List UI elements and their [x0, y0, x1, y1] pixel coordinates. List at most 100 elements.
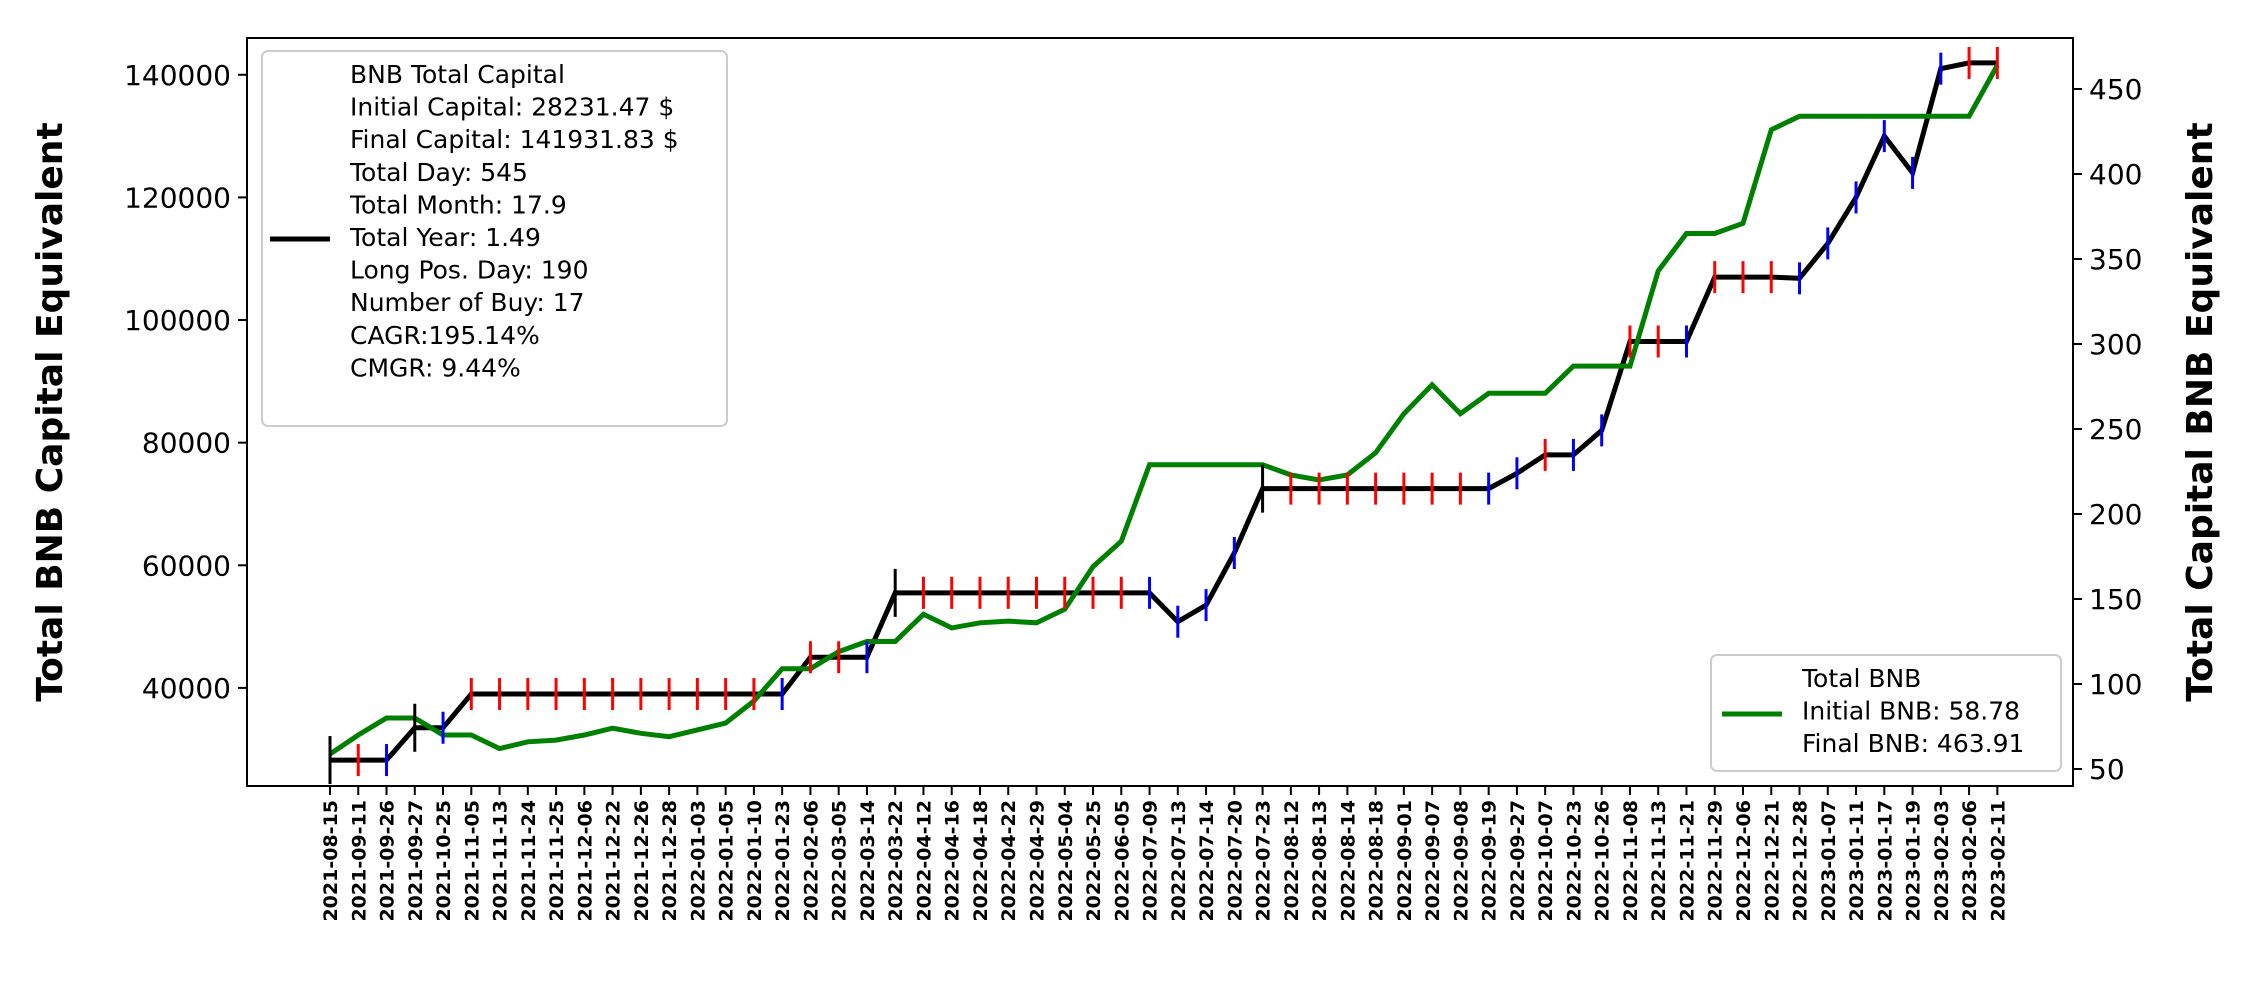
x-tick-label: 2022-06-05 [1111, 800, 1133, 922]
x-tick-label: 2021-09-27 [405, 800, 427, 922]
x-tick-label: 2021-09-26 [377, 800, 399, 922]
x-tick-label: 2022-10-07 [1535, 800, 1557, 922]
legend-capital-line: CMGR: 9.44% [350, 353, 521, 382]
x-tick-label: 2021-08-15 [320, 800, 342, 922]
left-tick-label: 60000 [142, 549, 231, 582]
x-tick-label: 2023-01-17 [1874, 800, 1896, 922]
legend-capital-line: Total Year: 1.49 [349, 223, 541, 252]
x-tick-label: 2023-02-03 [1931, 800, 1953, 922]
x-tick-label: 2022-12-06 [1733, 800, 1755, 922]
right-tick-label: 350 [2089, 243, 2142, 276]
legend-bnb-box [1710, 654, 2062, 772]
x-tick-label: 2021-11-05 [461, 800, 483, 922]
x-tick-label: 2023-02-11 [1987, 800, 2009, 922]
x-tick-label: 2022-03-22 [885, 800, 907, 922]
x-tick-label: 2022-05-04 [1055, 800, 1077, 922]
legend-bnb-line: Final BNB: 463.91 [1802, 729, 2024, 758]
legend-bnb: Total BNB Initial BNB: 58.78 Final BNB: 46… [1710, 654, 2062, 772]
legend-bnb-title: Total BNB [1801, 664, 1921, 693]
x-tick-label: 2022-09-01 [1394, 800, 1416, 922]
x-tick-label: 2022-03-05 [829, 800, 851, 922]
x-tick-label: 2022-01-10 [744, 800, 766, 922]
legend-capital-line: Total Day: 545 [349, 158, 528, 187]
x-tick-label: 2022-11-21 [1676, 800, 1698, 922]
x-tick-label: 2022-01-05 [716, 800, 738, 922]
x-tick-label: 2022-11-13 [1648, 800, 1670, 922]
left-tick-label: 40000 [142, 672, 231, 705]
x-tick-label: 2022-05-25 [1083, 800, 1105, 922]
x-tick-label: 2022-07-23 [1253, 800, 1275, 922]
right-tick-label: 400 [2089, 158, 2142, 191]
x-tick-label: 2022-01-23 [772, 800, 794, 922]
total-capital-line [330, 60, 1998, 763]
x-tick-label: 2022-04-29 [1027, 800, 1049, 922]
left-tick-label: 120000 [124, 181, 231, 214]
x-tick-label: 2022-03-14 [857, 800, 879, 922]
legend-capital-line: Initial Capital: 28231.47 $ [350, 93, 674, 122]
left-tick-label: 100000 [124, 304, 231, 337]
x-tick-label: 2021-11-13 [490, 800, 512, 922]
x-tick-label: 2021-09-11 [348, 800, 370, 922]
right-tick-label: 450 [2089, 73, 2142, 106]
total-bnb-line [328, 64, 2000, 757]
left-tick-label: 80000 [142, 427, 231, 460]
x-tick-label: 2021-12-22 [603, 800, 625, 922]
x-tick-label: 2021-12-28 [659, 800, 681, 922]
legend-capital-line: Long Pos. Day: 190 [350, 256, 588, 285]
legend-capital-box [261, 50, 728, 427]
x-tick-label: 2023-02-06 [1959, 800, 1981, 922]
left-tick-label: 140000 [124, 59, 231, 92]
legend-capital-line: Number of Buy: 17 [350, 288, 585, 317]
x-tick-label: 2022-10-23 [1563, 800, 1585, 922]
x-tick-label: 2022-04-16 [942, 800, 964, 922]
x-tick-label: 2022-07-09 [1140, 800, 1162, 922]
x-tick-label: 2022-09-08 [1450, 800, 1472, 922]
x-tick-label: 2022-08-14 [1337, 800, 1359, 922]
x-tick-label: 2023-01-19 [1903, 800, 1925, 922]
legend-bnb-line: Initial BNB: 58.78 [1802, 697, 2020, 726]
x-tick-label: 2022-11-29 [1705, 800, 1727, 922]
x-tick-label: 2021-10-25 [433, 800, 455, 922]
legend-capital: BNB Total Capital Initial Capital: 28231.… [261, 50, 728, 427]
x-tick-label: 2022-10-26 [1592, 800, 1614, 922]
x-tick-label: 2023-01-11 [1846, 800, 1868, 922]
legend-capital-line: CAGR:195.14% [350, 321, 540, 350]
x-tick-label: 2022-12-28 [1790, 800, 1812, 922]
marker-layer [328, 46, 1999, 785]
x-tick-label: 2021-12-26 [631, 800, 653, 922]
legend-capital-title: BNB Total Capital [350, 60, 565, 89]
x-tick-label: 2023-01-07 [1818, 800, 1840, 922]
x-tick-label: 2022-08-18 [1366, 800, 1388, 922]
x-tick-label: 2022-04-22 [998, 800, 1020, 922]
legend-capital-line: Total Month: 17.9 [349, 190, 567, 219]
x-tick-label: 2022-11-08 [1620, 800, 1642, 922]
right-tick-label: 100 [2089, 668, 2142, 701]
x-tick-label: 2022-09-19 [1479, 800, 1501, 922]
series-layer [328, 60, 2000, 763]
plot-frame [246, 37, 2074, 787]
right-tick-label: 300 [2089, 328, 2142, 361]
x-tick-label: 2022-09-07 [1422, 800, 1444, 922]
x-tick-label: 2022-02-06 [800, 800, 822, 922]
x-tick-label: 2022-08-12 [1281, 800, 1303, 922]
right-tick-label: 250 [2089, 413, 2142, 446]
right-tick-label: 50 [2089, 753, 2125, 786]
left-axis-ticks: 40000 60000 80000 100000 120000 140000 [124, 59, 247, 705]
x-tick-label: 2022-09-27 [1507, 800, 1529, 922]
x-tick-label: 2021-12-06 [574, 800, 596, 922]
x-tick-label: 2021-11-25 [546, 800, 568, 922]
left-axis-label: Total BNB Capital Equivalent [30, 122, 71, 701]
x-tick-label: 2022-07-14 [1196, 800, 1218, 922]
right-axis-ticks: 50 100 150 200 250 300 350 400 450 [2073, 73, 2142, 786]
x-tick-label: 2022-07-20 [1224, 800, 1246, 922]
right-axis-label: Total Capital BNB Equivalent [2180, 122, 2221, 701]
right-tick-label: 150 [2089, 583, 2142, 616]
right-tick-label: 200 [2089, 498, 2142, 531]
x-tick-label: 2021-11-24 [518, 800, 540, 922]
x-tick-label: 2022-07-13 [1168, 800, 1190, 922]
x-tick-label: 2022-04-12 [913, 800, 935, 922]
legend-capital-line: Final Capital: 141931.83 $ [350, 125, 679, 154]
x-tick-label: 2022-12-21 [1761, 800, 1783, 922]
x-axis-ticks: 2021-08-15 2021-09-11 2021-09-26 2021-09-27… [320, 786, 2009, 922]
